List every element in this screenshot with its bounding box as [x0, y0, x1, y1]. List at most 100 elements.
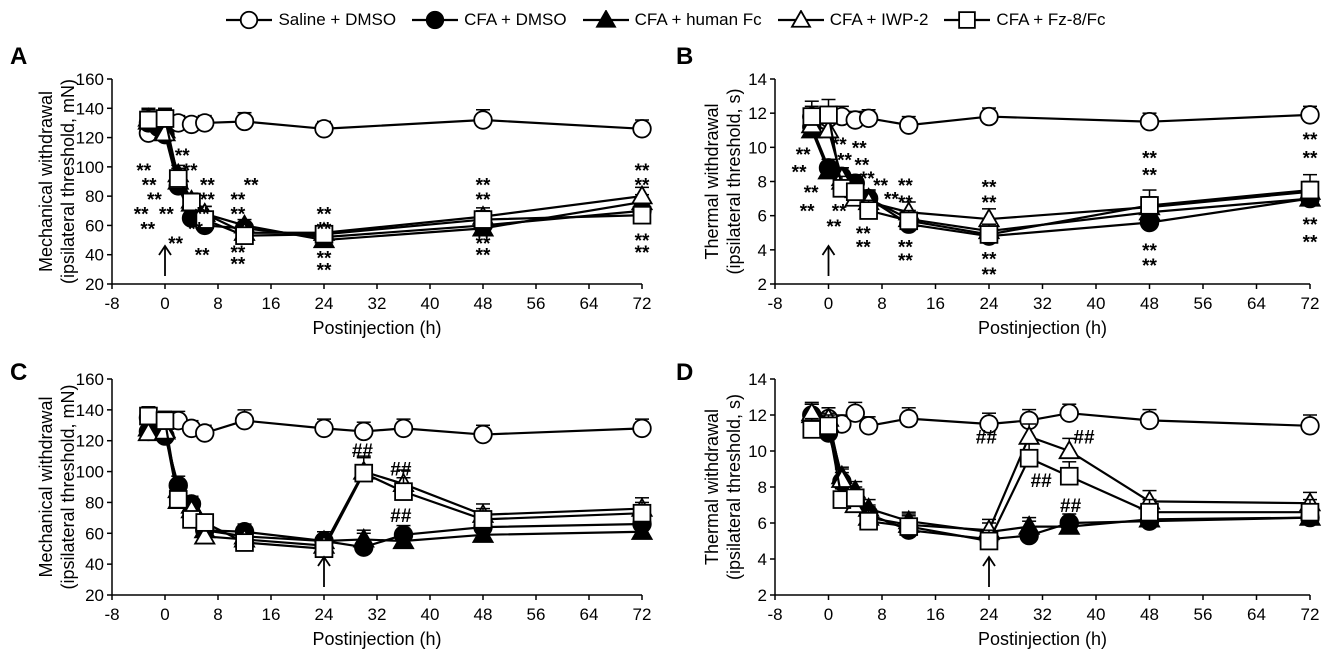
legend-marker-icon: [226, 10, 273, 30]
significance-label: **: [317, 205, 332, 226]
y-axis-label-sub: (ipsilateral threshold, s): [724, 88, 744, 274]
significance-label: **: [860, 169, 875, 190]
y-tick-label: 80: [85, 187, 104, 206]
data-point: [1059, 403, 1079, 423]
significance-label: **: [800, 202, 815, 223]
series-cfa-iwp-2: [137, 110, 654, 241]
x-tick-label: 8: [877, 294, 886, 313]
x-tick-label: 32: [368, 605, 387, 624]
legend-marker-icon: [777, 10, 824, 28]
x-tick-label: -8: [104, 605, 119, 624]
y-tick-label: 8: [758, 478, 767, 497]
x-tick-label: 16: [926, 605, 945, 624]
legend-label: CFA + human Fc: [634, 10, 762, 29]
y-tick-label: 4: [758, 241, 767, 260]
y-tick-label: 100: [76, 158, 104, 177]
x-axis-label: Postinjection (h): [312, 629, 441, 649]
y-tick-label: 60: [85, 216, 104, 235]
significance-label: **: [982, 193, 997, 214]
series-cfa-fz-8-fc: [139, 107, 652, 245]
y-tick-label: 20: [85, 586, 104, 605]
data-point: [1140, 502, 1159, 522]
significance-label: **: [159, 205, 174, 226]
data-point: [859, 511, 878, 531]
significance-label: **: [1303, 149, 1318, 170]
y-tick-label: 40: [85, 555, 104, 574]
x-tick-label: 16: [262, 294, 281, 313]
significance-label: **: [826, 217, 841, 238]
legend-item-cfa-iwp-2: CFA + IWP-2: [776, 10, 928, 30]
data-point: [899, 115, 919, 135]
data-point: [1139, 112, 1160, 132]
data-point: [393, 418, 414, 439]
x-tick-label: 64: [580, 294, 599, 313]
series-saline-dmso: [138, 108, 652, 143]
legend-item-cfa-human-fc: CFA + human Fc: [581, 10, 762, 30]
data-point: [168, 169, 188, 188]
series-saline-dmso: [802, 401, 1320, 436]
x-tick-label: 16: [262, 605, 281, 624]
significance-label: ##: [1031, 471, 1053, 492]
significance-label: **: [982, 249, 997, 270]
data-point: [979, 414, 999, 434]
data-point: [195, 513, 215, 532]
x-tick-label: 72: [633, 294, 652, 313]
x-tick-label: 72: [1301, 605, 1320, 624]
significance-label: **: [175, 146, 190, 167]
y-tick-label: 100: [76, 463, 104, 482]
data-point: [1300, 502, 1320, 522]
series-line: [811, 113, 1311, 127]
significance-label: **: [837, 150, 852, 171]
significance-label: **: [898, 251, 913, 272]
legend-symbol: [425, 10, 445, 30]
x-tick-label: 24: [315, 605, 334, 624]
data-point: [1300, 180, 1320, 200]
legend-marker-icon: [582, 10, 629, 28]
data-point: [1300, 416, 1320, 436]
significance-label: **: [796, 145, 811, 166]
x-tick-label: 64: [580, 605, 599, 624]
significance-label: **: [200, 175, 215, 196]
data-point: [473, 424, 493, 445]
data-point: [473, 510, 493, 529]
significance-label: ##: [390, 506, 412, 527]
significance-label: **: [832, 135, 847, 156]
y-axis-label: Mechanical withdrawal: [36, 91, 56, 272]
x-tick-label: 48: [474, 605, 493, 624]
data-point: [899, 211, 919, 231]
x-tick-label: 72: [633, 605, 652, 624]
data-point: [314, 119, 334, 139]
data-point: [168, 490, 188, 509]
x-tick-label: 24: [980, 294, 999, 313]
data-point: [193, 524, 216, 545]
y-axis-label-sub: (ipsilateral threshold, mN): [58, 79, 78, 284]
x-tick-label: 32: [1033, 605, 1052, 624]
data-point: [817, 118, 840, 139]
x-tick-label: -8: [767, 294, 782, 313]
significance-label: **: [855, 155, 870, 176]
data-point: [392, 529, 415, 550]
series-cfa-fz-8-fc: [139, 406, 652, 559]
significance-label: **: [195, 205, 210, 226]
x-tick-label: 40: [1087, 605, 1106, 624]
data-point: [1019, 448, 1039, 468]
x-tick-label: 72: [1301, 294, 1320, 313]
y-tick-label: 12: [748, 104, 767, 123]
significance-label: **: [230, 243, 245, 264]
significance-label: **: [200, 190, 215, 211]
significance-label: **: [134, 205, 149, 226]
data-point: [632, 418, 652, 439]
data-point: [314, 418, 334, 439]
data-point: [354, 463, 374, 483]
legend-symbol: [790, 10, 812, 28]
x-tick-label: 16: [926, 294, 945, 313]
data-point: [473, 210, 493, 229]
panel-a: A 20 40 60 80 100 120 140 160 -8 0 8 16 24 32 40 48 56 64 7…: [10, 43, 654, 338]
significance-label: **: [147, 190, 162, 211]
x-axis-label: Postinjection (h): [978, 318, 1107, 338]
y-tick-label: 80: [85, 493, 104, 512]
data-point: [845, 488, 865, 508]
treatment-arrow-icon: [821, 244, 836, 276]
legend-marker-icon: [944, 11, 991, 29]
data-point: [979, 225, 999, 244]
